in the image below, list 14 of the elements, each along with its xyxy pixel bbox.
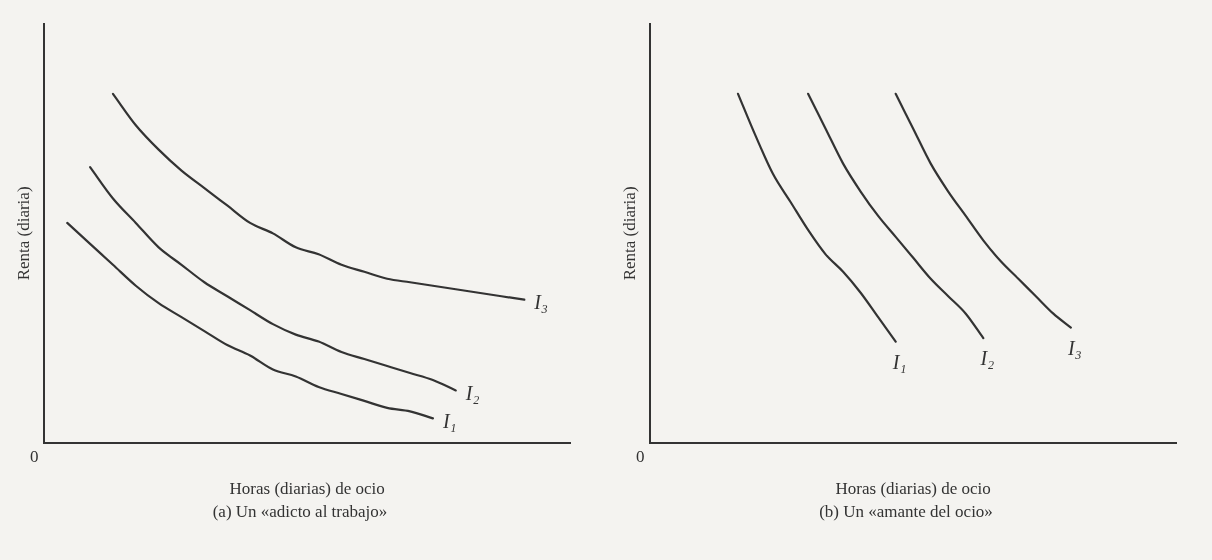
series-label: I₁ <box>891 350 907 373</box>
x-axis-title: Horas (diarias) de ocio <box>835 479 991 499</box>
series-label: I₂ <box>464 381 480 404</box>
text: (a) Un «adicto al trabajo» <box>211 502 389 522</box>
text: (b) Un «amante del ocio» <box>818 502 994 522</box>
y-axis-title: Renta (diaria) <box>619 186 639 281</box>
y-axis-title: Renta (diaria) <box>13 186 33 281</box>
text: 0 <box>29 446 39 466</box>
series-label: I₃ <box>1067 336 1082 359</box>
text: 0 <box>635 446 645 466</box>
x-axis-title: Horas (diarias) de ocio <box>229 479 385 499</box>
series-label: I₃ <box>533 290 548 313</box>
series-label: I₁ <box>441 409 457 432</box>
series-label: I₂ <box>979 347 995 370</box>
